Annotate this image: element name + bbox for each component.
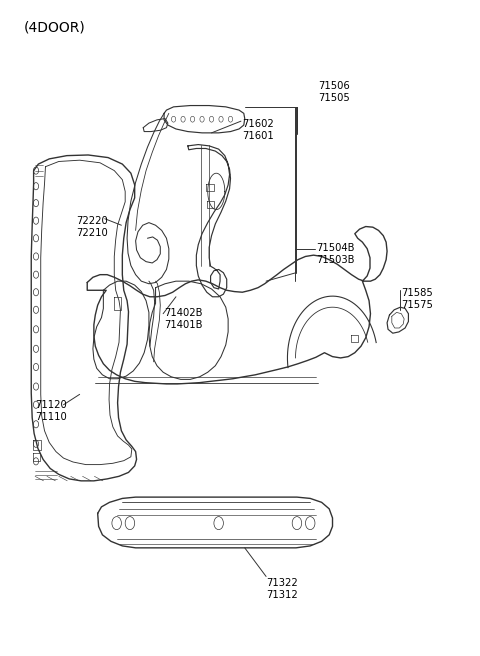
Text: (4DOOR): (4DOOR) — [24, 21, 86, 35]
Text: 72220
72210: 72220 72210 — [76, 216, 108, 238]
Text: 71402B
71401B: 71402B 71401B — [164, 308, 203, 331]
Text: 71120
71110: 71120 71110 — [35, 400, 67, 422]
Text: 71585
71575: 71585 71575 — [401, 288, 433, 310]
Text: 71506
71505: 71506 71505 — [318, 81, 350, 103]
Text: 71504B
71503B: 71504B 71503B — [316, 243, 354, 266]
Text: 71602
71601: 71602 71601 — [242, 119, 274, 140]
Text: 71322
71312: 71322 71312 — [266, 578, 298, 600]
